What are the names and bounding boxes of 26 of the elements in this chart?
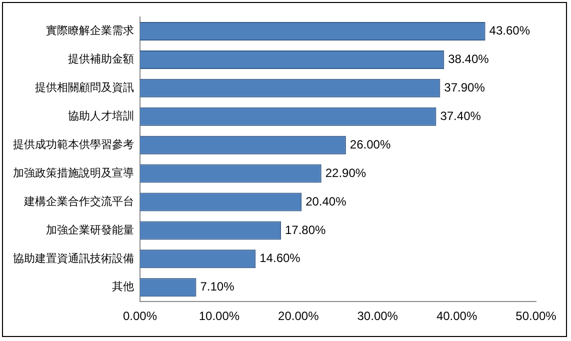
data-label: 17.80% — [284, 222, 326, 237]
data-label: 37.40% — [440, 108, 482, 123]
data-label: 38.40% — [448, 52, 490, 66]
y-tick-label: 協助建置資通訊技術設備 — [13, 252, 134, 265]
y-tick-label: 協助人才培訓 — [68, 109, 134, 122]
data-label: 37.90% — [444, 80, 486, 94]
y-tick-label: 其他 — [112, 280, 134, 294]
x-tick-label: 0.00% — [122, 309, 158, 324]
y-tick-label: 提供成功範本供學習參考 — [13, 138, 134, 151]
y-tick-label: 建構企業合作交流平台 — [23, 194, 134, 208]
y-tick-label: 加強企業研發能量 — [46, 223, 134, 236]
x-tick-label: 10.00% — [198, 309, 240, 324]
y-tick-label: 加強政策措施說明及宣導 — [13, 166, 134, 180]
data-label: 14.60% — [260, 251, 301, 266]
x-tick-label: 30.00% — [357, 309, 398, 324]
y-tick-label: 實際瞭解企業需求 — [46, 24, 134, 38]
data-label: 7.10% — [200, 280, 235, 294]
y-tick-label: 提供相關顧問及資訊 — [35, 81, 134, 94]
data-label: 43.60% — [489, 24, 530, 38]
x-tick-label: 50.00% — [516, 309, 557, 324]
x-tick-label: 20.00% — [278, 309, 320, 324]
x-tick-label: 40.00% — [436, 309, 478, 324]
data-label: 22.90% — [325, 166, 366, 180]
data-label: 26.00% — [350, 137, 391, 152]
y-tick-label: 提供補助金額 — [68, 52, 134, 66]
data-label: 20.40% — [306, 194, 347, 208]
